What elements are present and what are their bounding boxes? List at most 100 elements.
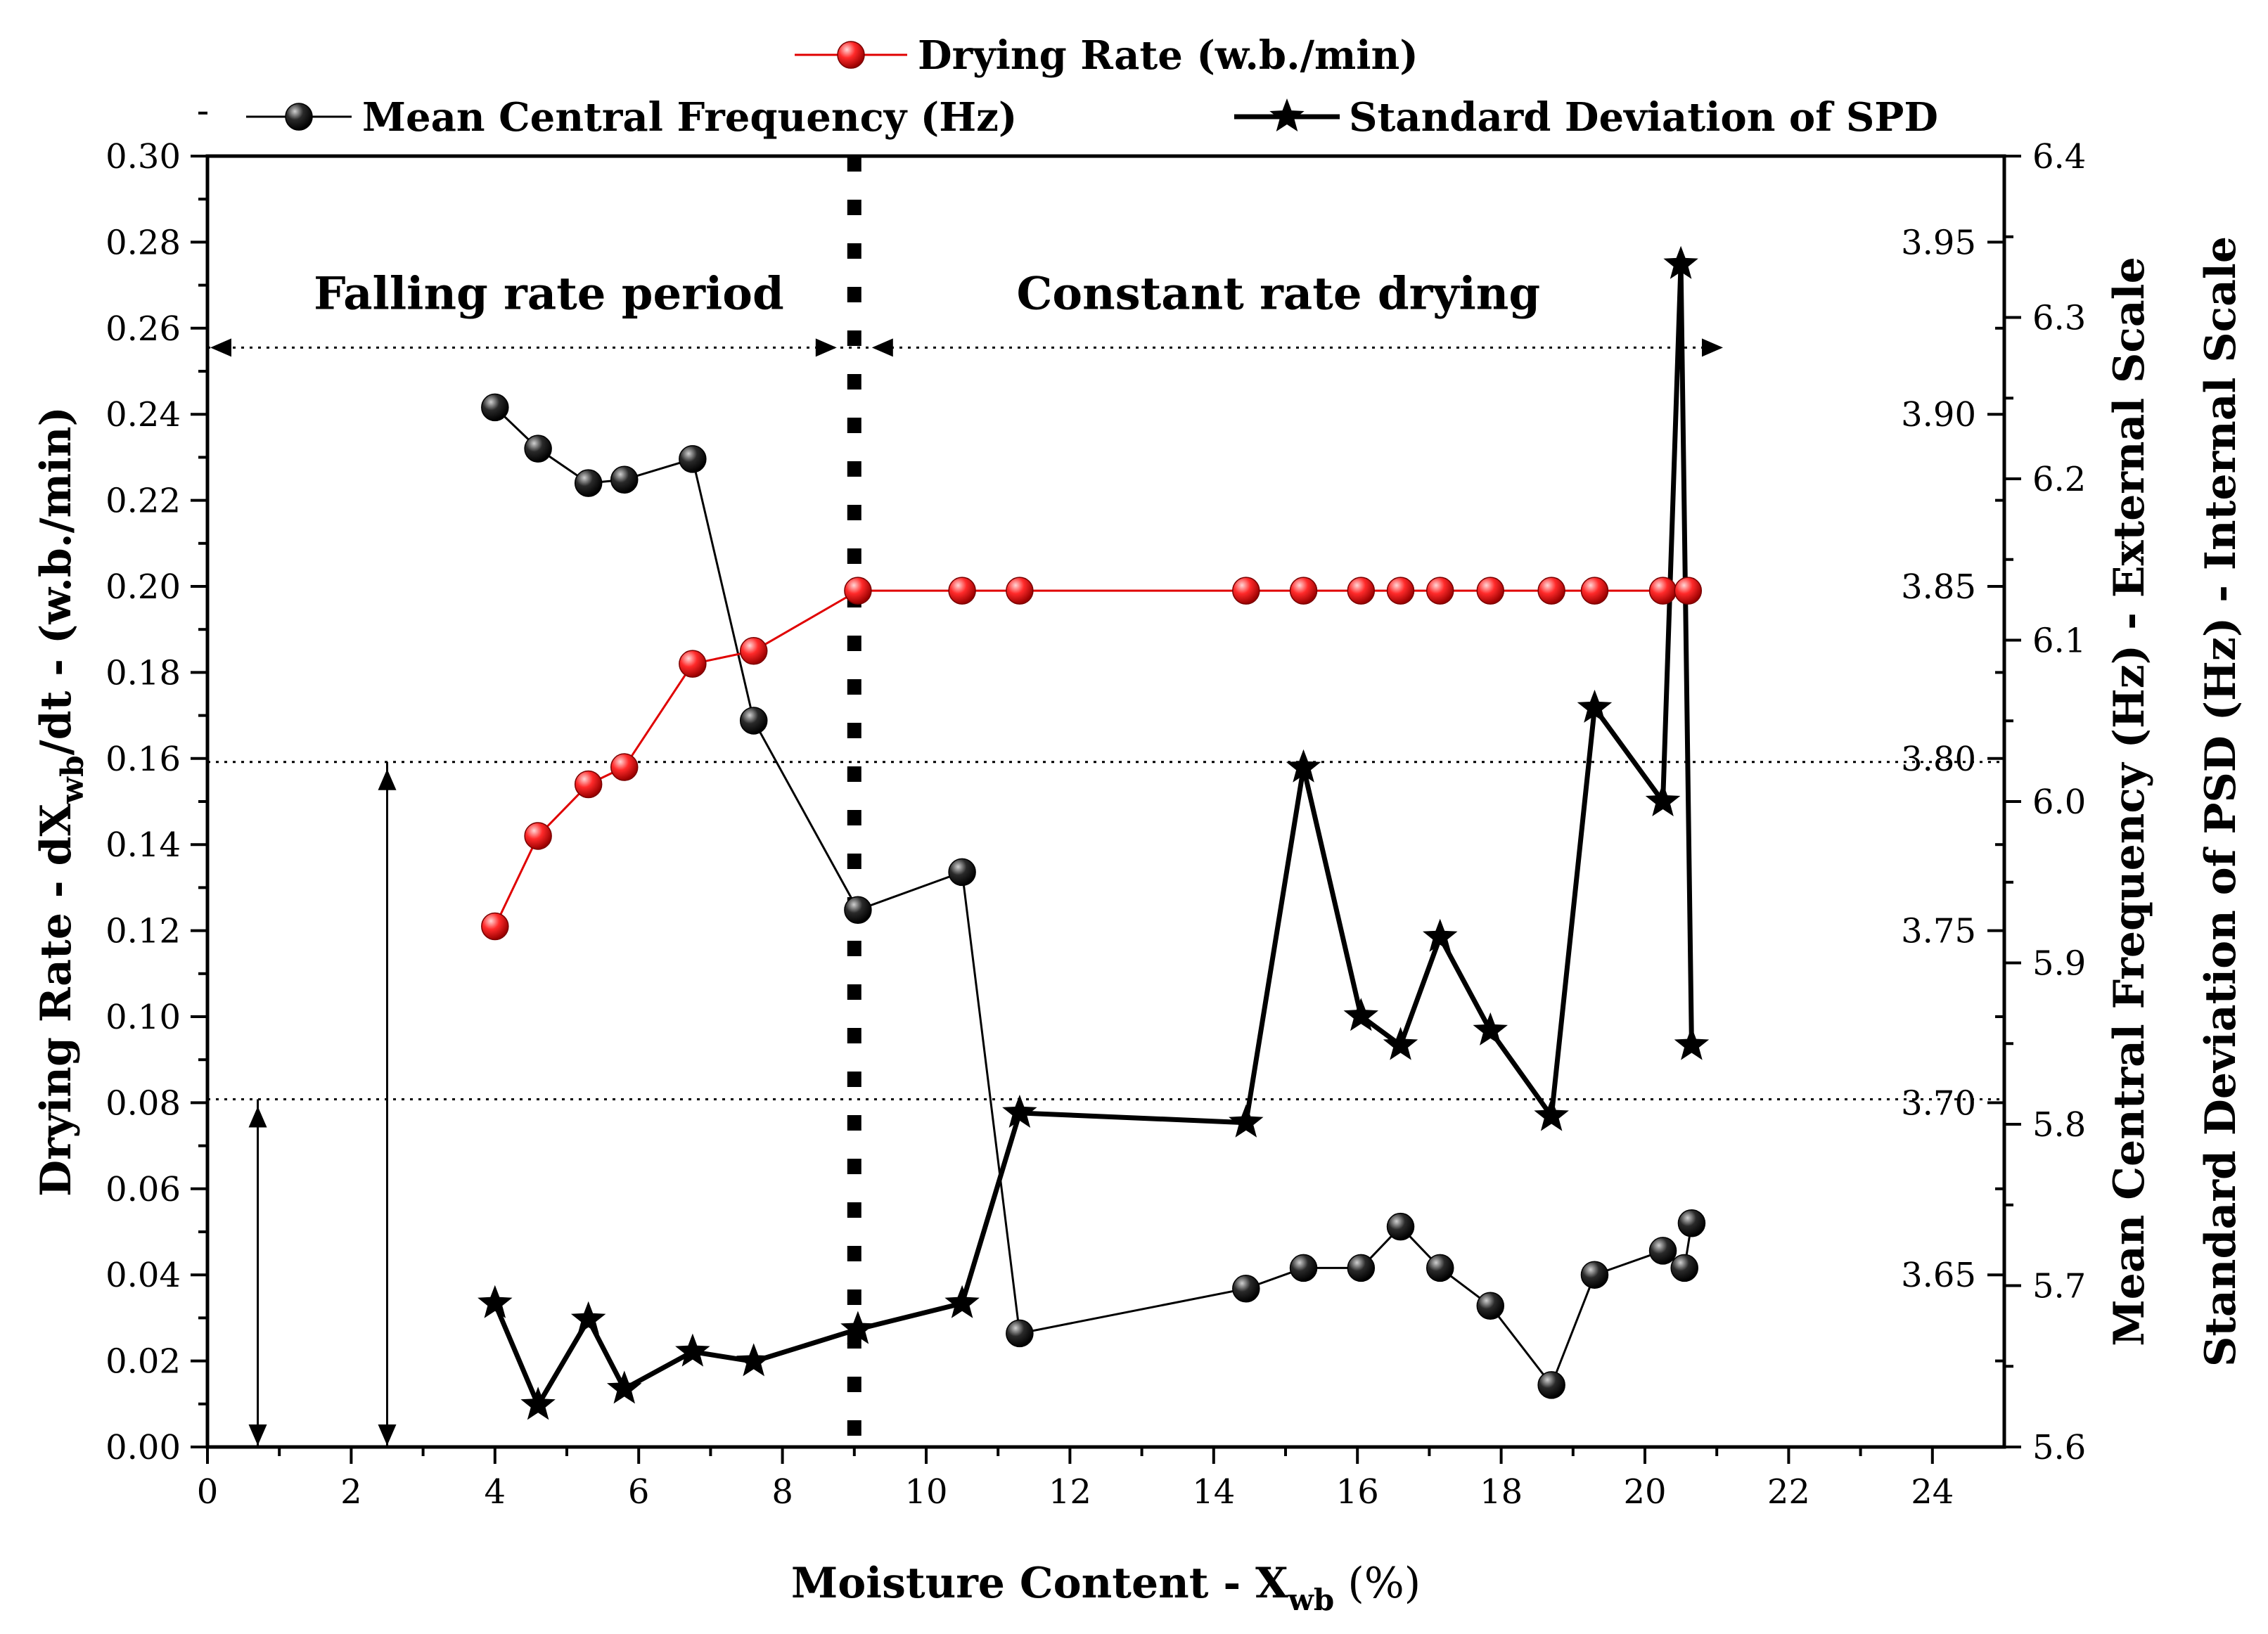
drying-rate-point [1386,577,1415,605]
spd-stddev-line [492,262,1694,1408]
mean-frequency-point [574,469,603,497]
mean-frequency-point [1289,1254,1318,1282]
spd-stddev-point [1423,918,1458,952]
y-axis-title: Drying Rate - dXwb/dt - (w.b./min) [32,406,91,1197]
drying-rate-point [1580,577,1609,605]
range-arrow-short-down [248,1424,267,1446]
drying-rate-line [494,589,1689,927]
y-tick-label: 0.18 [105,653,181,693]
y-tick-label: 0.28 [105,223,181,262]
spd-stddev-point [1286,749,1321,783]
legend-spd-label: Standard Deviation of SPD [1349,94,1938,141]
y2-tick-label: 3.80 [1901,740,1976,779]
y-tick-label: 0.02 [105,1342,181,1382]
x-tick-label: 16 [1336,1472,1379,1512]
spd-stddev-point [520,1387,556,1420]
plot-frame [205,154,2006,1449]
mean-frequency-point [1006,1319,1034,1348]
y3-tick-label: 5.7 [2032,1267,2086,1306]
legend-drying-rate-label: Drying Rate (w.b./min) [918,32,1418,79]
drying-rate-point [1537,577,1565,605]
mean-frequency-point [1580,1261,1609,1289]
mean-frequency-point [1476,1292,1505,1320]
y-tick-label: 0.22 [105,482,181,521]
spd-stddev-point [1002,1094,1037,1128]
y3-tick-label: 5.6 [2032,1428,2086,1467]
drying-rate-point [679,650,707,678]
spd-stddev-point [478,1285,513,1318]
y-tick-label: 0.08 [105,1083,181,1123]
y2-tick-label: 3.95 [1901,223,1976,262]
x-tick-label: 20 [1623,1472,1666,1512]
spd-stddev-point [607,1370,642,1404]
legend-spd-marker [1269,98,1305,131]
y-axis-title-main: Drying Rate - dX [32,804,81,1197]
mean-frequency-point [524,435,552,463]
mean-frequency-point [1537,1371,1565,1399]
drying-rate-point [610,753,639,781]
mean-frequency-point [1386,1212,1415,1241]
drying-rate-point [1289,577,1318,605]
legend-drying-rate-marker [837,41,865,69]
mean-frequency-point [481,393,509,422]
drying-rate-point [1425,577,1454,605]
falling-period-arrow-right [815,338,837,357]
mean-frequency-point [1648,1237,1677,1265]
drying-rate-point [524,822,552,850]
y3-tick-label: 6.1 [2032,622,2086,661]
spd-stddev-point [1534,1098,1569,1131]
y3-tick-label: 6.2 [2032,460,2086,499]
y3-tick-label: 6.4 [2032,137,2086,176]
x-axis-title-sub: wb [1288,1583,1335,1617]
legend-mean-frequency-label: Mean Central Frequency (Hz) [362,94,1017,141]
range-arrow-short-up [248,1106,267,1128]
mean-frequency-point [1670,1254,1698,1282]
mean-frequency-point [1677,1209,1706,1237]
drying-rate-point [1648,577,1677,605]
spd-stddev-point [736,1343,771,1377]
spd-stddev-point [570,1301,606,1334]
x-axis-title-main: Moisture Content - X [791,1559,1288,1608]
spd-stddev-point [675,1333,710,1367]
x-tick-label: 10 [904,1472,947,1512]
spd-stddev-point [1645,783,1681,816]
y3-tick-label: 6.0 [2032,783,2086,822]
x-tick-label: 22 [1767,1472,1810,1512]
drying-rate-point [1674,577,1703,605]
x-tick-label: 6 [628,1472,650,1512]
y-tick-label: 0.12 [105,912,181,951]
legend-mean-frequency-marker [285,103,313,131]
spd-stddev-point [1663,245,1698,279]
drying-rate-point [948,577,976,605]
spd-stddev-point [944,1285,980,1318]
mean-frequency-point [1232,1275,1260,1303]
y3-tick-label: 5.8 [2032,1105,2086,1145]
mean-frequency-point [679,445,707,473]
x-tick-label: 4 [485,1472,506,1512]
y3-tick-label: 5.9 [2032,944,2086,984]
falling-period-arrow-left [210,338,231,357]
x-tick-label: 2 [340,1472,362,1512]
y-tick-label: 0.04 [105,1256,181,1295]
drying-rate-point [1006,577,1034,605]
drying-rate-point [1347,577,1376,605]
spd-stddev-point [1674,1027,1710,1060]
y2-tick-label: 3.90 [1901,395,1976,435]
spd-stddev-point [1343,998,1378,1031]
x-axis-title-unit: (%) [1334,1559,1421,1608]
drying-rate-point [1232,577,1260,605]
spd-stddev-point [1577,689,1613,723]
y2-tick-label: 3.75 [1901,912,1976,951]
constant-rate-annotation: Constant rate drying [1016,267,1540,320]
mean-frequency-point [1347,1254,1376,1282]
mean-frequency-point [1425,1254,1454,1282]
x-tick-label: 18 [1480,1472,1523,1512]
range-arrow-long-up [378,768,397,790]
mean-frequency-point [739,707,768,735]
drying-rate-point [1476,577,1505,605]
y-tick-label: 0.24 [105,395,181,435]
spd-stddev-point [1383,1027,1418,1060]
mean-frequency-point [610,465,639,494]
y2-tick-label: 3.70 [1901,1083,1976,1123]
y-tick-label: 0.30 [105,137,181,176]
